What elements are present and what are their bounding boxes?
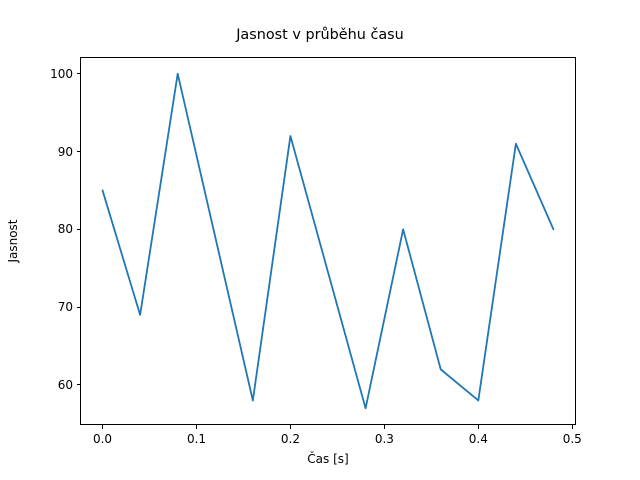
y-tick-mark bbox=[76, 384, 80, 386]
x-axis-tick-labels: 0.0 0.1 0.2 0.3 0.4 0.5 bbox=[0, 432, 640, 452]
x-tick-label: 0.5 bbox=[562, 432, 582, 446]
y-tick-mark bbox=[76, 73, 80, 75]
x-tick-mark bbox=[101, 425, 104, 429]
y-tick-mark bbox=[76, 306, 80, 308]
y-tick-label: 90 bbox=[57, 144, 73, 159]
y-tick-label: 80 bbox=[57, 222, 73, 237]
x-tick-label: 0.3 bbox=[374, 432, 394, 446]
x-tick-label: 0.4 bbox=[468, 432, 488, 446]
x-tick-label: 0.0 bbox=[92, 432, 113, 446]
x-tick-mark bbox=[477, 425, 479, 429]
y-axis-tick-labels: 60 70 80 90 100 bbox=[0, 0, 73, 480]
line-series-svg bbox=[101, 72, 555, 410]
y-tick-label: 100 bbox=[50, 66, 73, 81]
x-tick-mark bbox=[383, 425, 385, 429]
plot-area bbox=[80, 57, 576, 425]
x-tick-label: 0.2 bbox=[280, 432, 300, 446]
x-tick-mark bbox=[571, 425, 573, 429]
x-axis-label: Čas [s] bbox=[307, 452, 349, 466]
y-tick-label: 60 bbox=[57, 377, 73, 392]
chart-title: Jasnost v průběhu času bbox=[236, 27, 404, 43]
x-tick-mark bbox=[289, 425, 291, 429]
y-tick-label: 70 bbox=[57, 300, 73, 315]
y-tick-mark bbox=[76, 150, 80, 153]
x-tick-mark bbox=[195, 425, 198, 429]
x-tick-label: 0.1 bbox=[186, 432, 207, 446]
y-tick-mark bbox=[76, 228, 80, 230]
data-line-jasnost bbox=[101, 72, 555, 410]
